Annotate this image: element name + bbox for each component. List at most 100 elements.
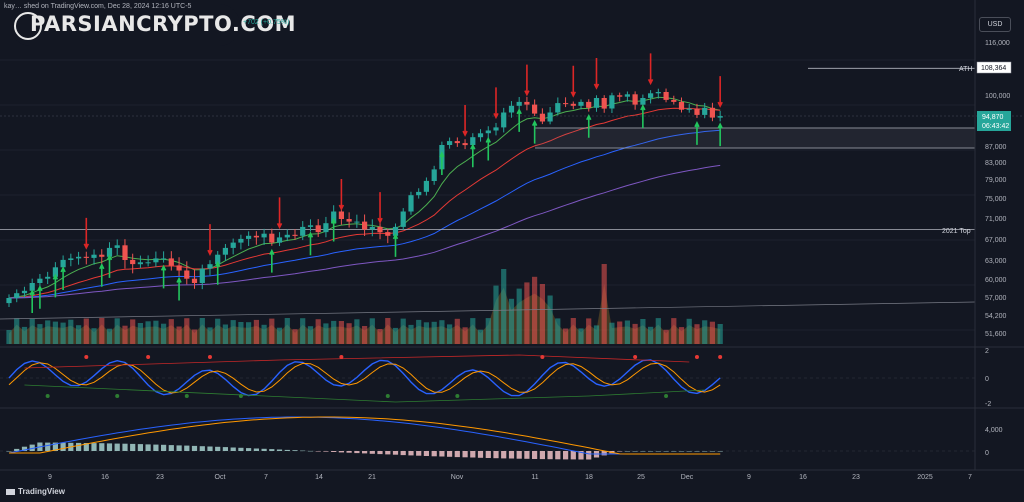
buy-arrow — [29, 289, 35, 313]
macd-histogram-bar — [485, 451, 491, 458]
buy-arrow — [269, 248, 275, 273]
candle-body — [238, 238, 244, 243]
candle-body — [578, 101, 584, 106]
candle-body — [230, 242, 236, 248]
currency-button[interactable]: USD — [979, 17, 1011, 32]
macd-histogram-bar — [362, 451, 368, 454]
osc-dot-red — [146, 355, 151, 359]
volume-bar — [60, 322, 66, 344]
candle-body — [501, 112, 507, 128]
macd-histogram-bar — [493, 451, 499, 459]
macd-histogram-bar — [539, 451, 545, 460]
volume-bar — [184, 318, 190, 344]
trend-line — [0, 301, 976, 320]
volume-bar — [307, 326, 314, 344]
candle-body — [431, 169, 437, 181]
range-box — [535, 128, 975, 148]
date-axis-tick: 21 — [368, 474, 376, 481]
macd-histogram-bar — [501, 451, 507, 459]
price-axis-tick: 83,000 — [985, 160, 1007, 167]
candle-body — [253, 235, 259, 238]
macd-histogram-bar — [222, 447, 228, 451]
volume-bar — [671, 318, 677, 344]
osc-dot-green — [385, 394, 390, 398]
volume-bar — [408, 324, 414, 344]
candle-body — [563, 103, 569, 105]
volume-bar — [176, 326, 182, 344]
axes: 116,000100,00087,00083,00079,00075,00071… — [0, 0, 1024, 481]
volume-bar — [524, 282, 530, 344]
oscillator-pane: 2 0 -2 — [0, 346, 1024, 408]
macd-axis-tick: 0 — [985, 450, 989, 457]
volume-bar — [586, 318, 592, 344]
sell-arrow — [83, 217, 90, 250]
volume-bar — [454, 318, 460, 344]
volume-bar — [555, 318, 561, 344]
candle-body — [570, 103, 576, 106]
candle-body — [300, 226, 306, 236]
candle-body — [52, 267, 58, 277]
volume-bar — [99, 318, 105, 344]
candlesticks — [6, 88, 723, 307]
macd-histogram-bar — [76, 442, 82, 451]
tradingview-brand[interactable]: TradingView — [6, 487, 65, 496]
macd-histogram-bar — [346, 451, 352, 453]
macd-histogram-bar — [655, 451, 661, 452]
candle-body — [83, 256, 89, 258]
volume-bar — [215, 318, 221, 344]
volume-bar — [323, 323, 329, 344]
date-axis-tick: Oct — [215, 474, 226, 481]
macd-histogram-bar — [694, 451, 700, 452]
candle-body — [601, 98, 607, 109]
candle-body — [385, 232, 391, 236]
candle-body — [709, 107, 715, 118]
volume-bar — [52, 321, 58, 344]
macd-histogram-bar — [52, 442, 58, 451]
sell-arrow — [462, 105, 468, 137]
buy-arrow — [37, 284, 43, 309]
chart-header-title: kay… shed on TradingView.com, Dec 28, 20… — [4, 3, 192, 10]
date-axis-tick: 25 — [637, 474, 645, 481]
volume-bar — [423, 322, 429, 344]
macd-histogram-bar — [199, 446, 205, 451]
volume-bar — [261, 324, 267, 344]
date-axis-tick: 2025 — [917, 474, 933, 481]
sell-arrow — [570, 65, 577, 98]
candle-body — [176, 265, 182, 271]
macd-axis-tick: 4,000 — [985, 427, 1003, 434]
sell-arrow — [207, 224, 213, 256]
watermark-text: PARSIANCRYPTO.COM — [30, 12, 297, 36]
price-axis-tick: 71,000 — [985, 216, 1007, 223]
volume-bar — [122, 325, 128, 344]
buy-arrow — [106, 254, 113, 278]
volume-bar — [400, 318, 406, 344]
macd-histogram-bar — [709, 451, 715, 452]
candle-body — [671, 99, 677, 102]
candle-body — [516, 101, 522, 106]
buy-arrow — [531, 119, 538, 144]
watermark-logo: PARSIANCRYPTO.COM — [10, 4, 296, 46]
macd-histogram-bar — [462, 451, 468, 458]
macd-histogram-bar — [215, 446, 221, 451]
candle-body — [586, 101, 592, 108]
candle-body — [199, 268, 205, 283]
buy-arrow — [392, 233, 399, 257]
buy-arrow — [586, 113, 592, 138]
horizontal-levels — [0, 67, 1024, 320]
date-axis-tick: Nov — [451, 474, 464, 481]
candle-body — [354, 221, 360, 223]
candle-body — [106, 247, 113, 257]
candle-body — [222, 247, 228, 255]
date-axis-tick: 11 — [531, 474, 538, 481]
volume-bar — [292, 329, 298, 344]
buy-arrow — [307, 231, 314, 256]
volume-bar — [717, 324, 723, 344]
grid — [0, 59, 975, 331]
buy-arrow — [176, 276, 182, 301]
volume-bar — [539, 284, 545, 344]
volume-bar — [516, 288, 522, 344]
ema-fast-line — [8, 96, 721, 299]
candle-body — [99, 254, 105, 257]
buy-arrow — [470, 143, 476, 168]
